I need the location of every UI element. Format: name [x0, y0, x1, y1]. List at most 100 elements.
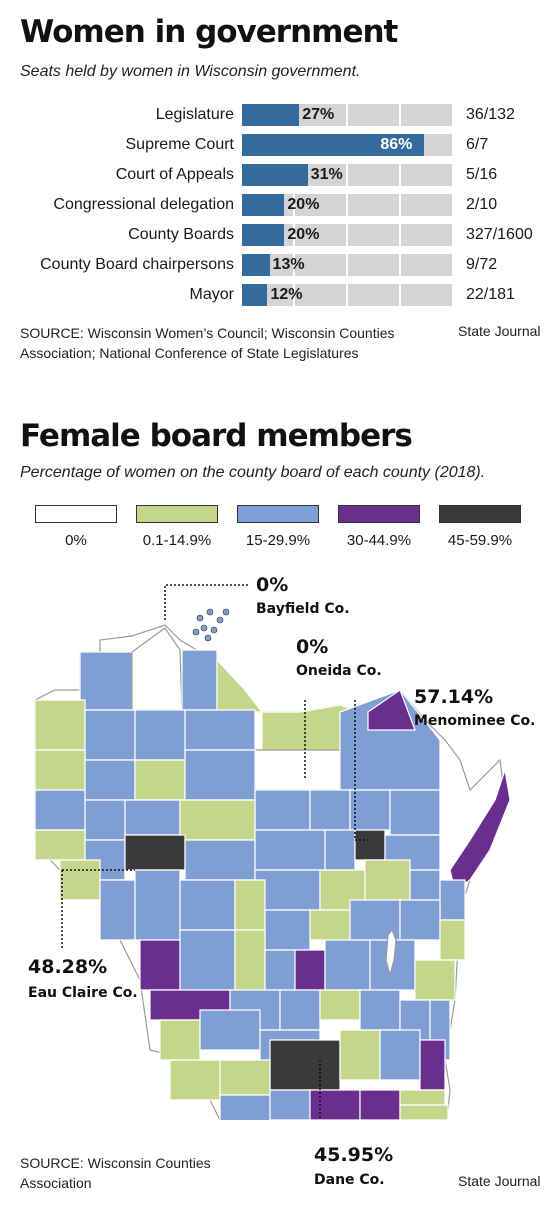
- county: [367, 689, 416, 731]
- county: [179, 799, 256, 841]
- callout-eau-claire-county: Eau Claire Co.: [28, 985, 138, 1001]
- island: [210, 626, 218, 634]
- bar-category-label: County Board chairpersons: [40, 256, 234, 273]
- legend-label: 45-59.9%: [447, 532, 513, 549]
- bar-track-segment: [295, 224, 346, 246]
- county: [84, 799, 126, 841]
- bar-track-segment: [348, 104, 399, 126]
- county: [279, 989, 321, 1031]
- bar-row: Court of Appeals 31% 5/16: [0, 164, 556, 186]
- bar-track: 20%: [242, 224, 454, 246]
- county: [134, 759, 186, 801]
- bar-chart-source: SOURCE: Wisconsin Women’s Council; Wisco…: [20, 325, 395, 361]
- county: [254, 829, 326, 871]
- bar-ratio-label: 5/16: [466, 166, 498, 183]
- bar: [242, 164, 308, 186]
- county: [59, 859, 101, 901]
- bar: [242, 254, 270, 276]
- bar-ratio-label: 2/10: [466, 196, 498, 213]
- bar-value-label: 20%: [287, 196, 320, 213]
- bar-track-segment: [348, 284, 399, 306]
- bar-chart-credit: State Journal: [458, 323, 541, 339]
- island: [192, 628, 200, 636]
- bar-track-segment: [295, 104, 346, 126]
- bar-track: 31%: [242, 164, 454, 186]
- callout-eau-claire-value: 48.28%: [28, 956, 108, 978]
- bar-ratio-label: 36/132: [466, 106, 515, 123]
- county: [79, 651, 133, 711]
- county: [131, 627, 183, 711]
- county: [414, 959, 456, 1001]
- bar-track-segment: [295, 254, 346, 276]
- county: [254, 749, 341, 791]
- lake-winnebago: [385, 928, 397, 978]
- county: [324, 939, 371, 991]
- bar-track-segment: [295, 284, 346, 306]
- leader-menominee: [354, 700, 368, 841]
- county: [294, 949, 326, 991]
- county: [309, 1089, 361, 1120]
- legend-swatch: [338, 505, 420, 523]
- bar-track-segment: [401, 284, 452, 306]
- bar-ratio-label: 327/1600: [466, 226, 533, 243]
- county: [339, 689, 441, 791]
- county: [379, 1029, 421, 1081]
- map-credit: State Journal: [458, 1173, 541, 1189]
- county: [159, 1019, 201, 1061]
- bar-ratio-label: 6/7: [466, 136, 489, 153]
- legend-swatch: [237, 505, 319, 523]
- leader-bayfield: [164, 584, 250, 620]
- bar-track-segment: [348, 254, 399, 276]
- county: [234, 929, 266, 991]
- bar-track-segment: [401, 254, 452, 276]
- county: [139, 939, 181, 991]
- county: [389, 789, 441, 836]
- county: [219, 1094, 271, 1120]
- county: [184, 709, 256, 751]
- county: [124, 834, 186, 871]
- county: [179, 929, 236, 991]
- legend-swatch: [439, 505, 521, 523]
- bar-track-segment: [401, 164, 452, 186]
- county: [399, 1104, 449, 1120]
- county: [134, 869, 181, 941]
- bar-track-segment: [295, 164, 346, 186]
- callout-menominee-county: Menominee Co.: [414, 713, 536, 729]
- county: [439, 919, 466, 961]
- map-subtitle: Percentage of women on the county board …: [20, 464, 486, 481]
- bar-category-label: County Boards: [128, 226, 234, 243]
- bar-category-label: Court of Appeals: [115, 166, 234, 183]
- county: [399, 1089, 446, 1106]
- bar-row: Supreme Court 86% 6/7: [0, 134, 556, 156]
- bar-track: 12%: [242, 284, 454, 306]
- legend-label: 0.1-14.9%: [142, 532, 212, 549]
- county: [219, 1059, 271, 1096]
- island: [196, 614, 204, 622]
- county: [84, 759, 136, 801]
- callout-bayfield-county: Bayfield Co.: [256, 601, 350, 617]
- county: [99, 879, 136, 941]
- bar-track-segment: [348, 164, 399, 186]
- county: [354, 829, 386, 861]
- island: [216, 616, 224, 624]
- bar-ratio-label: 22/181: [466, 286, 515, 303]
- callout-oneida-county: Oneida Co.: [296, 663, 382, 679]
- county: [124, 799, 181, 836]
- bar-row: Legislature 27% 36/132: [0, 104, 556, 126]
- callout-dane-county: Dane Co.: [314, 1172, 385, 1188]
- county: [34, 749, 86, 791]
- callout-menominee-value: 57.14%: [414, 686, 494, 708]
- county: [34, 789, 86, 831]
- county: [184, 839, 256, 881]
- legend-swatch: [136, 505, 218, 523]
- county: [181, 649, 218, 711]
- bar-track: 27%: [242, 104, 454, 126]
- county: [84, 709, 136, 761]
- bar-value-label: 31%: [310, 166, 343, 183]
- county: [269, 1089, 311, 1120]
- bar-track-segment: [401, 224, 452, 246]
- wisconsin-county-map: [34, 584, 511, 1120]
- bar-value-label: 20%: [287, 226, 320, 243]
- bar: [242, 134, 425, 156]
- bar-ratio-label: 9/72: [466, 256, 498, 273]
